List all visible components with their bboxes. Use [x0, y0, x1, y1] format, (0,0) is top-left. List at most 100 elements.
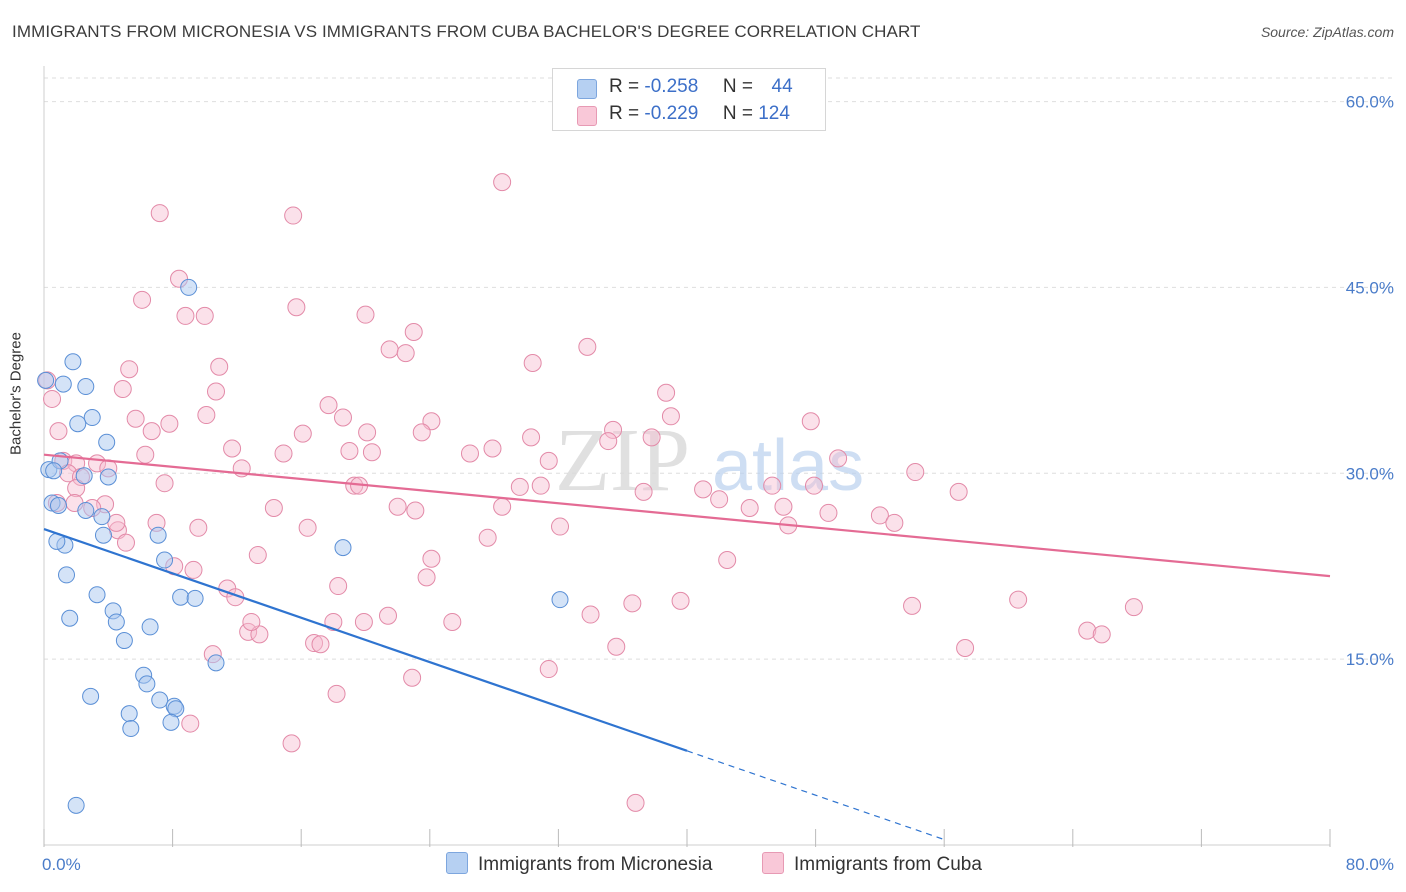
micronesia-point [75, 467, 93, 485]
y-tick-label-0: 15.0% [1346, 650, 1394, 669]
chart-title: IMMIGRANTS FROM MICRONESIA VS IMMIGRANTS… [12, 22, 921, 41]
micronesia-point [77, 501, 95, 519]
bottom-legend-micronesia[interactable]: Immigrants from Micronesia [446, 852, 712, 876]
bottom-legend-label-micronesia: Immigrants from Micronesia [478, 854, 713, 875]
trend-lines [43, 453, 1331, 841]
y-tick-label-3: 60.0% [1346, 93, 1394, 112]
cuba-point [661, 407, 680, 426]
cuba-point [903, 596, 922, 615]
micronesia-point [122, 720, 140, 738]
cuba-point [287, 298, 306, 317]
micronesia-point [94, 526, 112, 544]
cuba-point [604, 420, 623, 439]
cuba-point [327, 684, 346, 703]
cuba-point [210, 357, 229, 376]
watermark-zip: ZIP [555, 411, 690, 510]
cuba-point [242, 612, 261, 631]
legend-n-label: N = [722, 103, 753, 124]
cuba-point [189, 518, 208, 537]
cuba-point [333, 408, 352, 427]
cuba-point [248, 546, 267, 565]
micronesia-point [186, 589, 204, 607]
micronesia-point [115, 632, 133, 650]
cuba-point [396, 344, 415, 363]
cuba-point [1092, 625, 1111, 644]
micronesia-point [61, 609, 79, 627]
cuba-point [67, 479, 86, 498]
cuba-point [329, 577, 348, 596]
cuba-point [264, 498, 283, 517]
legend-n-cuba: 124 [758, 103, 790, 124]
cuba-point [319, 396, 338, 415]
cuba-point [870, 506, 889, 525]
correlation-legend: R = -0.258 N = 44 R = -0.229 N = 124 [552, 68, 826, 131]
cuba-point [906, 463, 925, 482]
source-credit: Source: ZipAtlas.com [1260, 24, 1394, 40]
micronesia-point [64, 353, 82, 371]
bottom-legend-label-cuba: Immigrants from Cuba [794, 854, 982, 875]
cuba-point [956, 638, 975, 657]
cuba-point [113, 380, 132, 399]
cuba-point [176, 306, 195, 325]
micronesia-point [93, 508, 111, 526]
gridlines [44, 77, 1394, 660]
micronesia-point [88, 586, 106, 604]
x-tick-label-max: 80.0% [1346, 855, 1394, 874]
legend-swatch-micronesia [577, 79, 597, 99]
y-tick-labels: 15.0% 30.0% 45.0% 60.0% [1346, 93, 1394, 670]
cuba-point [657, 383, 676, 402]
micronesia-point [120, 705, 138, 723]
bottom-legend-cuba[interactable]: Immigrants from Cuba [762, 852, 982, 876]
cuba-point [49, 422, 68, 441]
y-tick-label-1: 30.0% [1346, 464, 1394, 483]
cuba-point [197, 406, 216, 425]
cuba-point [223, 439, 242, 458]
x-tick-labels: 0.0% 80.0% [42, 855, 1394, 874]
x-tick-label-min: 0.0% [42, 855, 81, 874]
cuba-point [804, 476, 823, 495]
cuba-point [740, 498, 759, 517]
micronesia-point [141, 618, 159, 636]
legend-r-cuba: -0.229 [644, 103, 699, 124]
cuba-point [136, 445, 155, 464]
cuba-point [406, 501, 425, 520]
series-micronesia [37, 278, 569, 814]
micronesia-point [69, 415, 87, 433]
cuba-point [305, 634, 324, 653]
cuba-point [478, 528, 497, 547]
cuba-point [671, 591, 690, 610]
cuba-point [239, 622, 258, 641]
cuba-point [1124, 598, 1143, 617]
cuba-point [539, 660, 558, 679]
cuba-point [155, 474, 174, 493]
micronesia-point [77, 378, 95, 396]
trend-line-micronesia-extension [686, 750, 945, 841]
legend-n-label: N = [722, 76, 753, 97]
cuba-point [181, 714, 200, 733]
legend-r-label: R = [609, 76, 640, 97]
cuba-point [417, 568, 436, 587]
cuba-point [142, 422, 161, 441]
cuba-point [634, 482, 653, 501]
micronesia-point [37, 371, 55, 389]
cuba-point [718, 551, 737, 570]
micronesia-point [45, 462, 63, 480]
cuba-point [829, 449, 848, 468]
cuba-point [523, 354, 542, 373]
cuba-point [362, 443, 381, 462]
cuba-point [107, 513, 126, 532]
cuba-point [311, 635, 330, 654]
cuba-point [379, 606, 398, 625]
cuba-point [483, 439, 502, 458]
micronesia-point [162, 713, 180, 731]
micronesia-point [67, 796, 85, 814]
micronesia-point [551, 591, 569, 609]
cuba-point [422, 549, 441, 568]
cuba-point [403, 668, 422, 687]
micronesia-point [58, 566, 76, 584]
y-tick-label-2: 45.0% [1346, 278, 1394, 297]
cuba-point [819, 503, 838, 522]
cuba-point [1009, 590, 1028, 609]
micronesia-point [138, 675, 156, 693]
